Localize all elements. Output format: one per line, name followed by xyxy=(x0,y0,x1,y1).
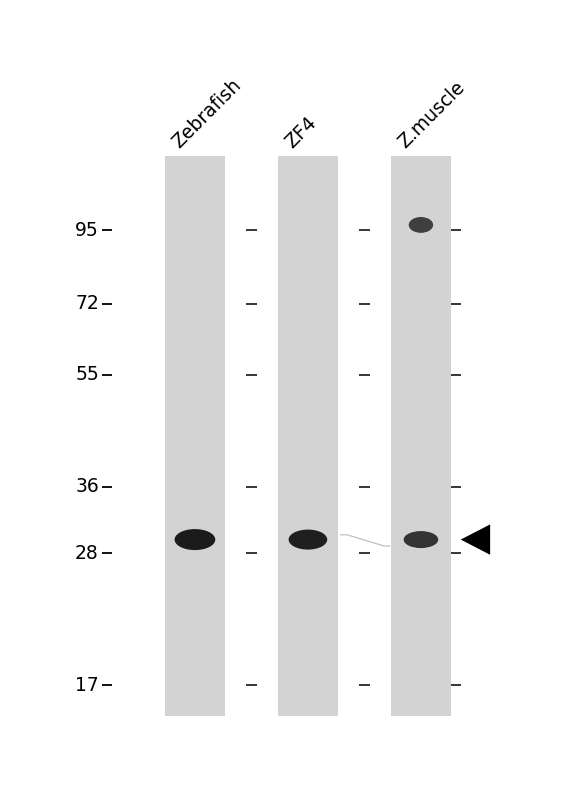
Text: 55: 55 xyxy=(75,366,99,385)
Text: 17: 17 xyxy=(75,676,99,694)
Text: Zebrafish: Zebrafish xyxy=(168,76,245,152)
Polygon shape xyxy=(461,524,490,554)
Text: 95: 95 xyxy=(75,221,99,240)
Ellipse shape xyxy=(408,217,433,233)
Text: ZF4: ZF4 xyxy=(281,114,320,152)
Bar xyxy=(165,156,224,716)
Bar xyxy=(391,156,451,716)
Bar xyxy=(279,156,338,716)
Text: 36: 36 xyxy=(75,478,99,497)
Text: 72: 72 xyxy=(75,294,99,314)
Text: 28: 28 xyxy=(75,544,99,563)
Ellipse shape xyxy=(403,531,438,548)
Ellipse shape xyxy=(289,530,327,550)
Ellipse shape xyxy=(175,529,215,550)
Text: Z.muscle: Z.muscle xyxy=(394,78,468,152)
